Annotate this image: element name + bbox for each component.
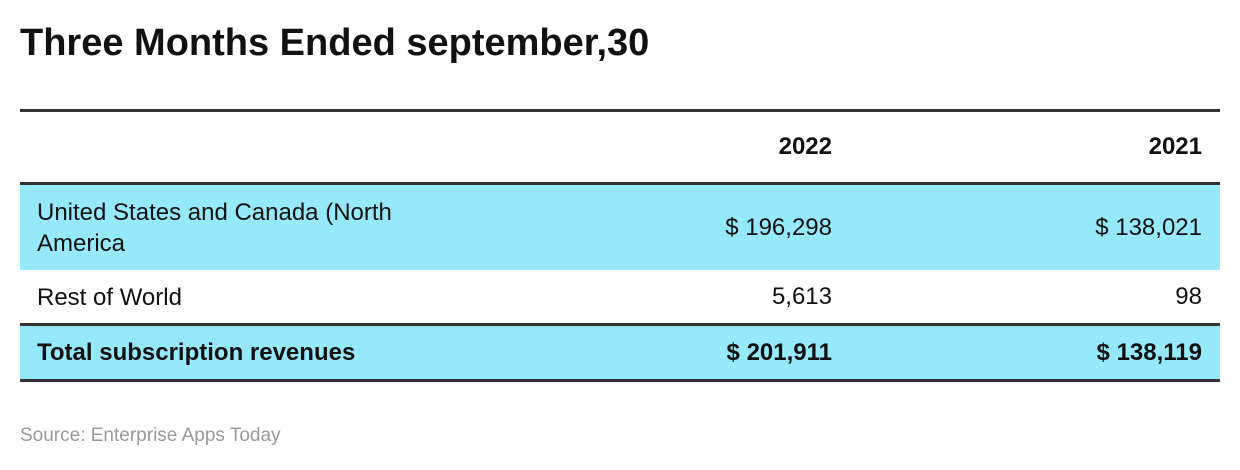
cell: 5,613 xyxy=(771,283,832,310)
cell: 98 xyxy=(1175,283,1202,310)
row-label: Rest of World xyxy=(37,283,182,311)
title: Three Months Ended september,30 xyxy=(20,22,650,64)
table-row: United States and Canada (North America … xyxy=(20,185,1220,270)
rule xyxy=(20,323,1220,326)
column-header: 2021 xyxy=(1148,133,1202,160)
rule xyxy=(20,182,1220,185)
column-header: 2022 xyxy=(778,133,832,160)
total-row: Total subscription revenues $ 201,911 $ … xyxy=(20,326,1220,379)
source: Source: Enterprise Apps Today xyxy=(20,425,281,446)
cell: $ 201,911 xyxy=(726,338,832,366)
cell: $ 138,021 xyxy=(1095,213,1202,241)
table-row: Rest of World 5,613 98 xyxy=(20,270,1220,324)
cell: $ 138,119 xyxy=(1096,338,1202,366)
row-label: Total subscription revenues xyxy=(37,339,356,366)
rule xyxy=(20,109,1220,112)
header-row: 2022 2021 xyxy=(20,112,1220,182)
cell: $ 196,298 xyxy=(725,213,832,241)
row-label: United States and Canada (North America xyxy=(37,198,392,257)
rule xyxy=(20,379,1220,382)
